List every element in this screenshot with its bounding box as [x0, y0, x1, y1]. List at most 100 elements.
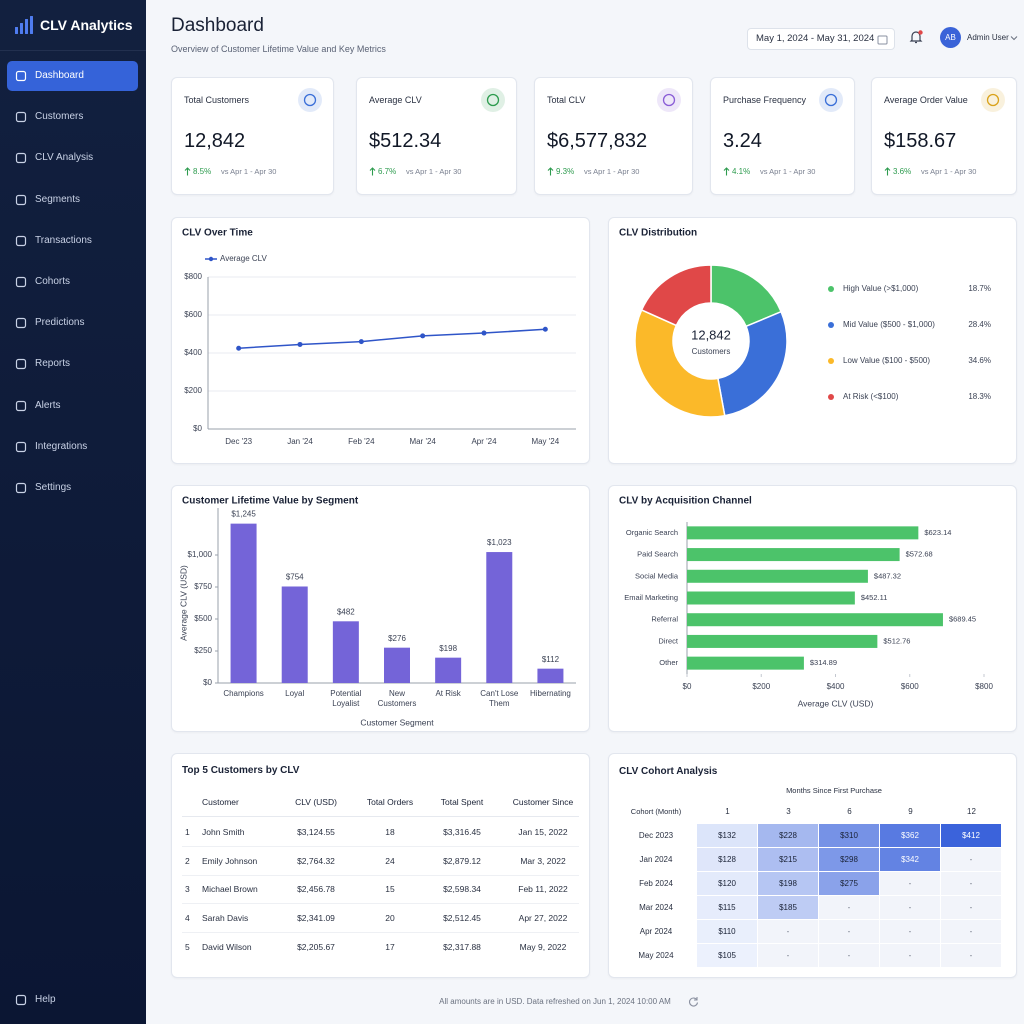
table-cell: $2,879.12 — [443, 855, 481, 866]
value-label: $487.32 — [874, 571, 901, 580]
cohort-cell: - — [880, 896, 940, 919]
nav-item[interactable]: Integrations — [7, 432, 138, 462]
bar — [332, 621, 359, 683]
kpi-comparison: vs Apr 1 - Apr 30 — [584, 167, 640, 176]
cohort-cell: $362 — [880, 824, 940, 847]
kpi-value: 3.24 — [723, 130, 762, 152]
kpi-change: 3.6% — [893, 167, 912, 176]
chart-title: CLV Distribution — [619, 228, 697, 239]
column-header: Customer Since — [512, 797, 574, 807]
nav-item[interactable]: Cohorts — [7, 267, 138, 297]
value-label: $276 — [388, 634, 406, 643]
icon-shape — [723, 167, 730, 176]
value-label: $623.14 — [924, 528, 951, 537]
icon — [986, 93, 1000, 107]
bar — [435, 657, 462, 683]
cohort-cell: $198 — [758, 872, 818, 895]
table-cell: 20 — [385, 913, 395, 924]
up-arrow — [884, 167, 891, 176]
nav-item[interactable]: Transactions — [7, 226, 138, 256]
nav-item[interactable]: Dashboard — [7, 61, 138, 91]
cohort-cell: - — [880, 920, 940, 943]
y-tick-label: $750 — [194, 582, 212, 591]
bar — [687, 548, 900, 562]
brand: CLV Analytics — [40, 17, 133, 33]
date-range[interactable]: May 1, 2024 - May 31, 2024 — [747, 28, 895, 50]
kpi-value: $158.67 — [884, 130, 957, 152]
x-tick-label: $600 — [901, 682, 919, 691]
icon-shape — [884, 167, 891, 176]
column-header: Total Spent — [440, 797, 484, 807]
user-name[interactable]: Admin User — [967, 33, 1009, 42]
chart: CLV Distribution High Value (>$1,000) 18.7… — [619, 228, 991, 418]
nav-item[interactable]: CLV Analysis — [7, 143, 138, 173]
up-arrow — [723, 167, 730, 176]
table-title: Top 5 Customers by CLV — [182, 765, 300, 776]
value-label: $198 — [439, 644, 457, 653]
cohort-cell: - — [819, 896, 879, 919]
table-cell: $2,205.67 — [297, 941, 335, 952]
cohort-cell: $128 — [697, 848, 757, 871]
table-cell: $3,316.45 — [443, 827, 481, 837]
bar — [687, 569, 868, 583]
icon-shape — [15, 318, 27, 329]
x-tick-label: Mar '24 — [409, 437, 436, 446]
icon-shape — [15, 112, 27, 123]
bar — [687, 613, 943, 627]
table-cell: $2,764.32 — [297, 855, 335, 866]
card: Average Order Value $158.67 3.6% vs Apr 1 -… — [871, 77, 1017, 195]
cohort-title: CLV Cohort Analysis — [619, 766, 718, 777]
cohort-cell: $412 — [941, 824, 1001, 847]
table-cell: 18 — [385, 827, 395, 837]
table-cell: $2,317.88 — [443, 941, 481, 952]
help[interactable]: Help — [7, 985, 138, 1015]
legend-marker — [208, 256, 214, 262]
icon-shape — [15, 194, 27, 205]
card: CLV Over Time Average CLV $0 $200 $400 $600 $8… — [171, 217, 590, 464]
x-tick-label: New Customers — [377, 689, 417, 708]
card: Average CLV $512.34 6.7% vs Apr 1 - Apr 30 — [356, 77, 517, 195]
kpi-label: Purchase Frequency — [723, 95, 807, 105]
icon-shape — [15, 400, 27, 411]
x-tick-label: Apr '24 — [471, 437, 497, 446]
nav-item[interactable]: Alerts — [7, 391, 138, 421]
row-rule — [182, 846, 579, 847]
icon-shape — [909, 31, 923, 44]
x-tick-label: Feb '24 — [348, 437, 375, 446]
row-rule — [182, 903, 579, 905]
card: CLV Cohort Analysis Months Since First Pu… — [608, 753, 1017, 978]
nav-item[interactable]: Customers — [7, 102, 138, 132]
icon-shape — [303, 93, 317, 107]
y-tick-label: Referral — [651, 615, 678, 624]
nav-item[interactable]: Reports — [7, 349, 138, 379]
logo-icon — [15, 16, 33, 34]
nav-item[interactable]: Segments — [7, 185, 138, 215]
cohort-cell: - — [758, 944, 818, 967]
value-label: $689.45 — [949, 615, 976, 624]
icon-shape — [877, 35, 888, 45]
avatar[interactable]: AB — [940, 27, 961, 48]
nav-item[interactable]: Settings — [7, 473, 138, 503]
legend-value: 28.4% — [968, 320, 991, 329]
kpi-value: $512.34 — [369, 130, 442, 152]
table-cell: Mar 3, 2022 — [520, 855, 566, 866]
help-label: Help — [35, 994, 56, 1005]
nav-item[interactable]: Predictions — [7, 308, 138, 338]
x-tick-label: Champions — [223, 689, 264, 698]
icon — [15, 318, 27, 329]
y-axis-label: Average CLV (USD) — [178, 565, 188, 641]
cohort-cell: $342 — [880, 848, 940, 871]
table-cell: 4 — [185, 913, 190, 924]
point — [236, 345, 242, 351]
kpi-comparison: vs Apr 1 - Apr 30 — [760, 167, 816, 176]
icon-shape — [15, 359, 27, 370]
notification-bell[interactable] — [908, 29, 924, 45]
y-tick-label: $0 — [203, 678, 212, 687]
cohort-cell: $310 — [819, 824, 879, 847]
logo-bar — [25, 19, 28, 34]
y-tick-label: Paid Search — [637, 550, 678, 559]
card: Total CLV $6,577,832 9.3% vs Apr 1 - Apr 30 — [534, 77, 693, 195]
refresh-icon[interactable] — [688, 996, 699, 1007]
chart: CLV Over Time Average CLV $0 $200 $400 $600 $8… — [182, 228, 576, 446]
